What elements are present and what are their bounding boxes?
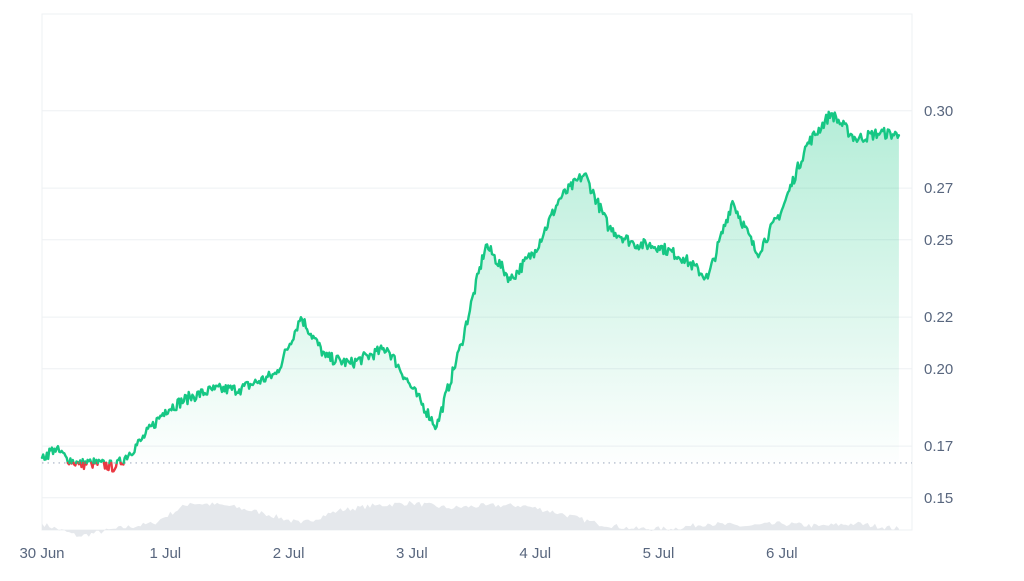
y-tick-label: 0.30	[924, 103, 953, 120]
volume-layer	[42, 501, 899, 537]
x-tick-label: 2 Jul	[273, 545, 305, 562]
y-tick-label: 0.15	[924, 490, 953, 507]
x-tick-label: 4 Jul	[519, 545, 551, 562]
y-tick-label: 0.22	[924, 309, 953, 326]
y-tick-label: 0.17	[924, 438, 953, 455]
x-tick-label: 5 Jul	[643, 545, 675, 562]
x-tick-label: 30 Jun	[19, 545, 64, 562]
y-tick-label: 0.27	[924, 180, 953, 197]
x-axis: 30 Jun 1 Jul 2 Jul 3 Jul 4 Jul 5 Jul 6 Jul	[19, 545, 797, 562]
x-tick-label: 3 Jul	[396, 545, 428, 562]
price-area	[42, 112, 899, 472]
area-layer	[42, 112, 899, 472]
x-tick-label: 6 Jul	[766, 545, 798, 562]
volume-area	[42, 501, 899, 537]
y-tick-label: 0.20	[924, 361, 953, 378]
y-tick-label: 0.25	[924, 232, 953, 249]
y-axis: 0.30 0.27 0.25 0.22 0.20 0.17 0.15	[924, 103, 953, 507]
x-tick-label: 1 Jul	[149, 545, 181, 562]
